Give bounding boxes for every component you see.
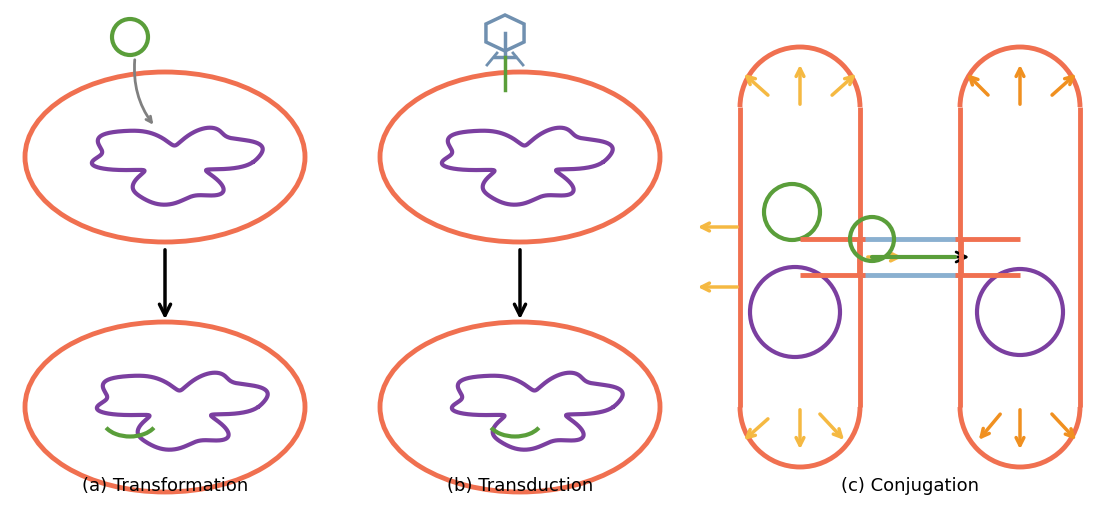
Text: (a) Transformation: (a) Transformation — [82, 477, 248, 495]
Text: (c) Conjugation: (c) Conjugation — [841, 477, 978, 495]
Text: (b) Transduction: (b) Transduction — [447, 477, 593, 495]
